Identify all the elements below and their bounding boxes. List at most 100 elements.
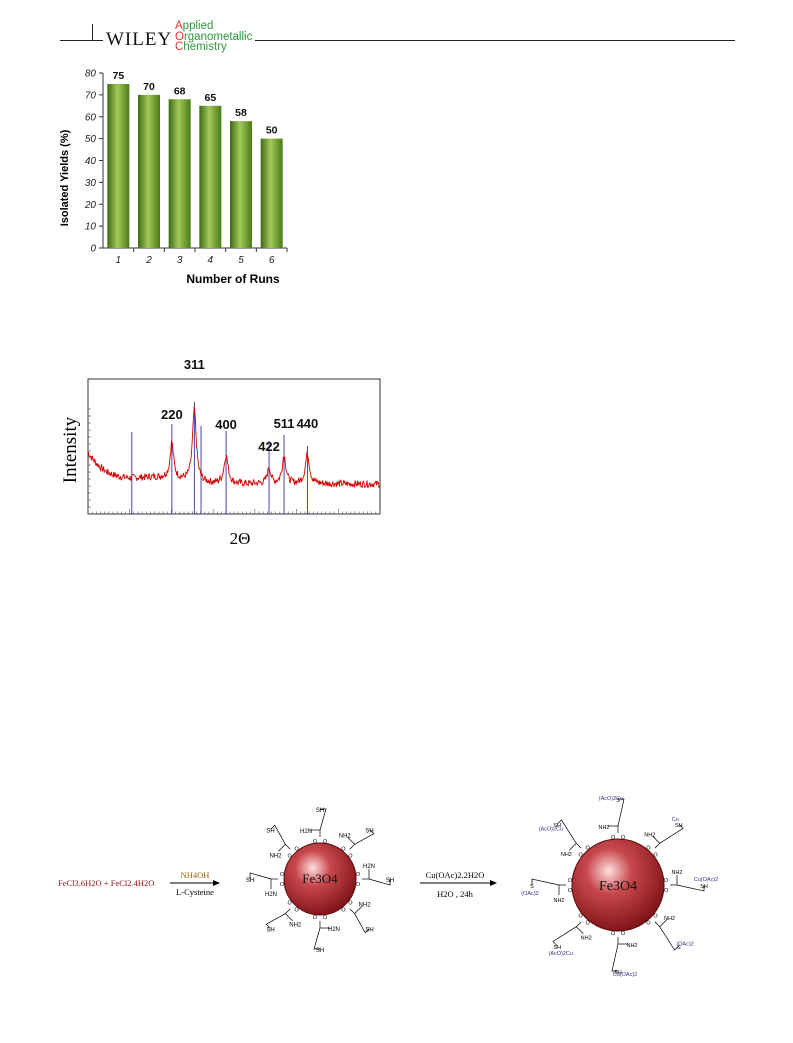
- bond: [556, 819, 577, 844]
- oxygen-atom: O: [280, 882, 285, 888]
- fe3o4-core: [283, 842, 357, 916]
- bar-data-label: 68: [174, 85, 186, 97]
- xrd-chart: 220 311 400 422 511 440 Intensity 2Θ: [60, 357, 381, 548]
- y-tick-label: 80: [85, 69, 97, 80]
- bar-data-label: 50: [266, 125, 278, 137]
- copper-complex-label: Cu(OAc)2: [694, 877, 718, 883]
- amine-group: NH2: [664, 916, 675, 922]
- amine-group: H2N: [328, 927, 340, 933]
- bar-data-label: 70: [143, 81, 155, 93]
- y-tick-label: 70: [85, 90, 97, 101]
- x-tick-label: 6: [269, 255, 275, 266]
- bond: [285, 913, 293, 921]
- bar: [230, 121, 252, 248]
- oxygen-atom: O: [341, 907, 346, 913]
- thiol-group: SH: [316, 808, 324, 814]
- publisher-logo: WILEY: [103, 30, 176, 49]
- oxygen-atom: O: [664, 878, 669, 884]
- amine-group: NH2: [289, 923, 302, 929]
- journal-line-1: Applied: [175, 20, 214, 32]
- sulfur-atom: SH: [614, 970, 622, 976]
- bond: [313, 927, 321, 950]
- copper-complex-label: (OAc)2: [676, 941, 693, 947]
- arrowhead-1: [213, 880, 220, 886]
- bond: [265, 913, 286, 929]
- bond: [654, 843, 660, 849]
- amine-group: NH2: [581, 936, 592, 942]
- oxygen-atom: O: [585, 846, 590, 852]
- peak-label: 311: [184, 357, 205, 372]
- fe3o4-core-2: [571, 838, 665, 932]
- amine-group: NH2: [626, 943, 637, 949]
- oxygen-atom: O: [653, 853, 658, 859]
- bond: [654, 921, 660, 927]
- oxygen-atom: O: [568, 878, 573, 884]
- bond: [611, 943, 619, 972]
- bond: [270, 824, 286, 845]
- amine-group: NH2: [359, 903, 372, 909]
- x-axis-title: Number of Runs: [186, 272, 280, 286]
- amine-group: H2N: [265, 892, 277, 898]
- copper-complex-label: (AcO)2Cu: [539, 827, 563, 833]
- bond: [676, 884, 705, 892]
- thiol-group: SH: [365, 927, 373, 933]
- oxygen-atom: O: [356, 872, 361, 878]
- x-tick-label: 2: [145, 255, 152, 266]
- oxygen-atom: O: [578, 853, 583, 859]
- oxygen-atom: O: [313, 915, 318, 921]
- bond: [285, 844, 291, 850]
- oxygen-atom: O: [653, 913, 658, 919]
- amine-group: NH2: [553, 898, 564, 904]
- oxygen-atom: O: [646, 920, 651, 926]
- bar: [107, 83, 130, 248]
- peak-label: 511: [274, 416, 295, 431]
- oxygen-atom: O: [578, 913, 583, 919]
- bar: [138, 94, 160, 248]
- sulfur-atom: SH: [700, 884, 708, 890]
- core-label: Fe3O4: [302, 871, 338, 886]
- amine-group: H2N: [363, 864, 375, 870]
- journal-title: Applied Organometallic Chemistry: [175, 20, 256, 53]
- oxygen-atom: O: [348, 900, 353, 906]
- fe3o4-cysteine-particle: O OSHH2NOOSHNH2OOSHH2NOOSHNH2OOSHH2NOOSHN…: [246, 808, 394, 954]
- bond: [659, 926, 680, 951]
- amine-group: NH2: [269, 853, 282, 859]
- y-tick-label: 50: [85, 134, 97, 145]
- peak-label: 400: [215, 417, 237, 432]
- y-tick-label: 0: [90, 244, 96, 255]
- oxygen-atom: O: [621, 931, 626, 937]
- oxygen-atom: O: [664, 888, 669, 894]
- sulfur-atom: SH: [553, 823, 561, 829]
- bond: [652, 835, 660, 844]
- copper-complex-label: (AcO)2Cu: [599, 796, 623, 802]
- bond: [552, 926, 577, 947]
- yield-bar-chart: 0 10 20 30 40 50 60 70 80 75 1 70 2 68 3 65 4 58 5 50 6 Iso…: [59, 69, 288, 286]
- bar: [199, 105, 222, 248]
- copper-complex-label: Cu: [672, 817, 679, 823]
- oxygen-atom: O: [568, 888, 573, 894]
- xrd-pattern-line: [87, 406, 380, 489]
- y-tick-label: 40: [85, 156, 97, 167]
- bar: [168, 99, 191, 248]
- oxygen-atom: O: [356, 882, 361, 888]
- bond: [285, 908, 291, 914]
- thiol-group: SH: [365, 829, 373, 835]
- amine-group: NH2: [339, 833, 352, 839]
- bond: [354, 913, 370, 934]
- amine-group: NH2: [644, 832, 655, 838]
- amine-group: NH2: [561, 852, 572, 858]
- copper-complex-label: Cu(OAc)2: [613, 972, 637, 978]
- bond: [659, 823, 684, 844]
- x-axis-title: 2Θ: [230, 529, 251, 548]
- peak-label: 440: [297, 416, 319, 431]
- step1-condition: L-Cysteine: [176, 887, 214, 897]
- copper-complex-label: (OAc)2: [521, 891, 538, 897]
- oxygen-atom: O: [348, 854, 353, 860]
- bond: [354, 829, 375, 845]
- step1-reagent: NH4OH: [181, 870, 210, 880]
- bond: [576, 926, 584, 935]
- thiol-group: SH: [386, 878, 394, 884]
- bond: [368, 878, 391, 886]
- bar-data-label: 75: [112, 70, 124, 82]
- bar-data-label: 65: [204, 92, 216, 104]
